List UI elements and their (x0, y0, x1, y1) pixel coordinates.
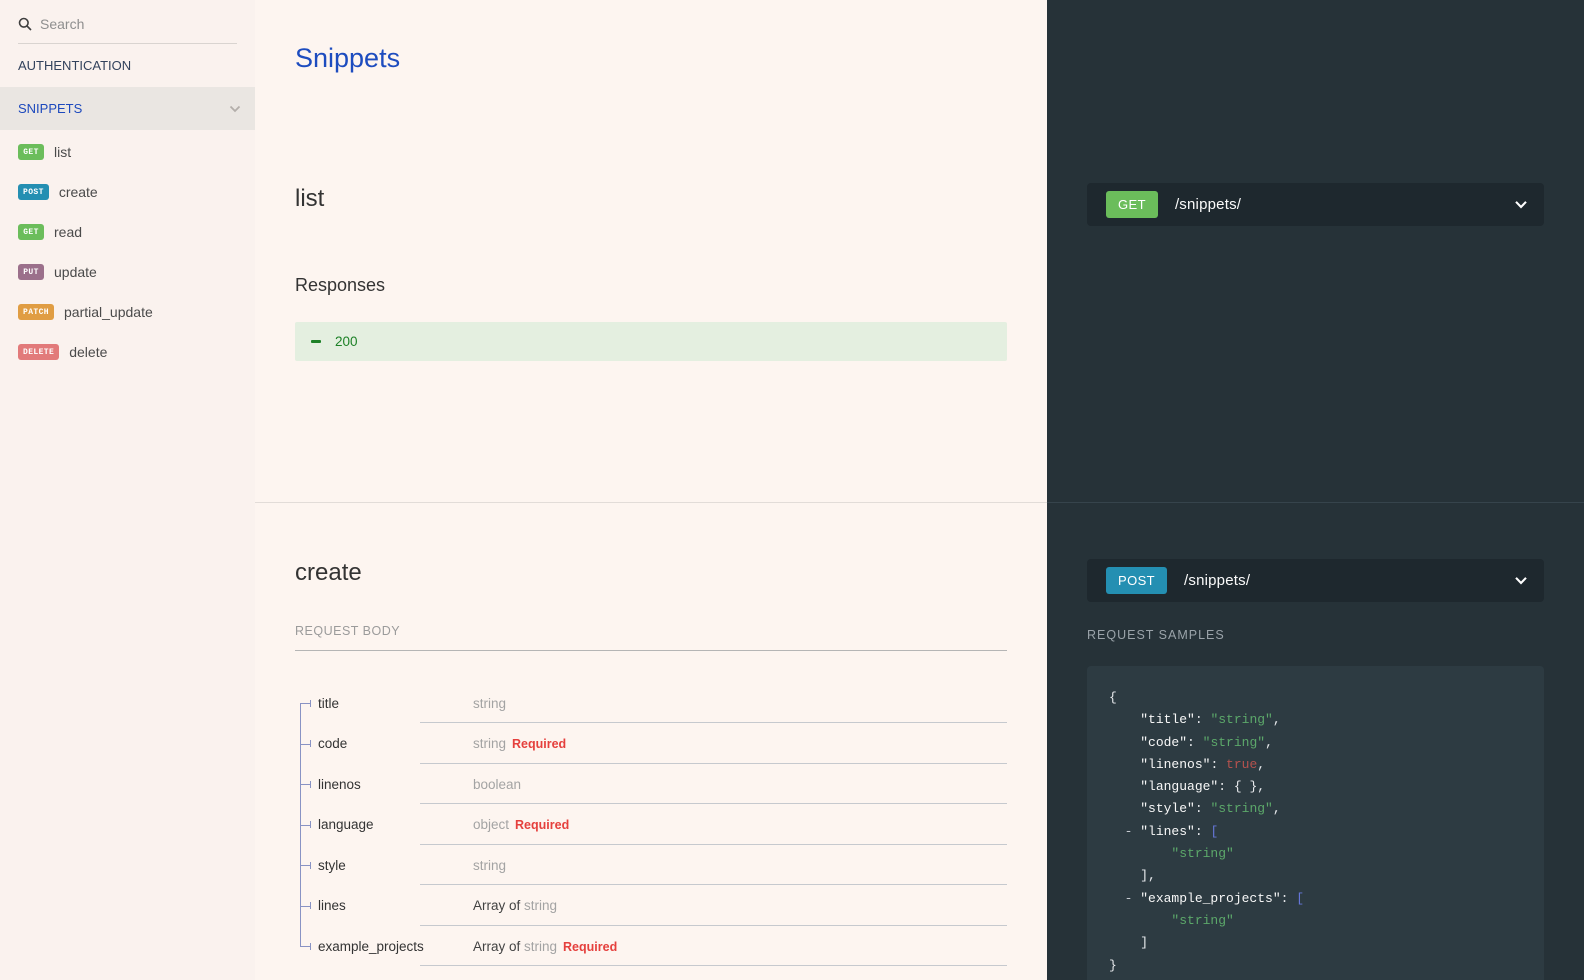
row-divider (420, 722, 1007, 724)
method-badge: GET (18, 224, 44, 240)
sidebar-operation-item[interactable]: POST create (0, 172, 255, 212)
operation-label: create (58, 184, 98, 200)
sidebar: AUTHENTICATION SNIPPETS GET list POST cr… (0, 0, 255, 980)
operation-label: read (54, 224, 83, 240)
response-200-toggle[interactable]: 200 (295, 321, 1007, 361)
request-sample-code[interactable]: { "title": "string", "code": "string", "… (1087, 666, 1544, 980)
sidebar-item-snippets[interactable]: SNIPPETS (0, 87, 255, 130)
post-endpoint-bar[interactable]: POST /snippets/ (1087, 559, 1544, 602)
field-name: example_projects (318, 938, 424, 954)
right-panel-create-section: POST /snippets/ REQUEST SAMPLES { "title… (1047, 503, 1584, 980)
responses-heading: Responses (295, 275, 386, 296)
method-badge: PATCH (18, 304, 55, 320)
field-name: language (318, 817, 374, 833)
sidebar-nav: AUTHENTICATION SNIPPETS GET list POST cr… (0, 44, 255, 372)
required-flag: Required (563, 939, 618, 954)
endpoint-path: /snippets/ (1184, 572, 1251, 589)
sidebar-item-label: SNIPPETS (18, 101, 83, 116)
right-panel-list-section: GET /snippets/ (1047, 0, 1584, 503)
page-title: Snippets (295, 43, 401, 73)
field-row[interactable]: title string (295, 683, 1007, 724)
required-flag: Required (515, 818, 570, 833)
search-input[interactable] (40, 16, 237, 32)
method-badge: DELETE (18, 344, 60, 360)
row-divider (420, 884, 1007, 886)
sidebar-item-label: AUTHENTICATION (18, 58, 132, 73)
row-divider (420, 762, 1007, 764)
field-row[interactable]: style string (295, 845, 1007, 886)
sidebar-operation-item[interactable]: PATCH partial_update (0, 292, 255, 332)
field-type: string Required (473, 736, 567, 752)
method-chip-get: GET (1106, 191, 1158, 218)
field-row[interactable]: code string Required (295, 723, 1007, 764)
chevron-down-icon (229, 105, 241, 112)
field-type: string (473, 695, 507, 711)
collapse-minus-icon (311, 339, 321, 343)
response-code: 200 (335, 333, 358, 349)
field-name: style (318, 857, 346, 873)
operation-label: update (54, 264, 97, 280)
method-badge: GET (18, 144, 44, 160)
field-row[interactable]: language object Required (295, 804, 1007, 845)
field-row[interactable]: linenos boolean (295, 764, 1007, 805)
endpoint-path: /snippets/ (1174, 196, 1242, 213)
row-divider (420, 843, 1007, 845)
field-name: linenos (318, 776, 361, 792)
search-icon (18, 17, 32, 31)
field-name: lines (318, 898, 346, 914)
method-badge: POST (18, 184, 49, 200)
field-type: Array of string Required (473, 938, 618, 954)
main-content: Snippets list Responses 200 create REQUE… (255, 0, 1047, 980)
operation-title-create: create (295, 559, 362, 586)
search-box[interactable] (18, 0, 237, 44)
operation-title-list: list (295, 185, 325, 213)
row-divider (420, 803, 1007, 805)
operation-label: partial_update (64, 304, 153, 320)
request-body-fields: title string code string Required linenos… (295, 683, 1007, 967)
list-operation-section: Snippets list Responses 200 (255, 0, 1047, 503)
chevron-down-icon (1515, 577, 1527, 585)
field-type: Array of string (473, 898, 558, 914)
field-name: title (318, 695, 340, 711)
field-type: string (473, 857, 507, 873)
method-chip-post: POST (1106, 567, 1167, 594)
chevron-down-icon (1515, 201, 1527, 209)
sidebar-operation-item[interactable]: GET list (0, 132, 255, 172)
row-divider (420, 924, 1007, 926)
create-operation-section: create REQUEST BODY title string code st… (255, 503, 1047, 967)
request-body-label: REQUEST BODY (295, 624, 1007, 651)
sidebar-operation-list: GET list POST create GET read PUT update… (0, 132, 255, 372)
row-divider (420, 965, 1007, 967)
get-endpoint-bar[interactable]: GET /snippets/ (1087, 183, 1544, 226)
operation-label: list (54, 144, 72, 160)
sidebar-operation-item[interactable]: GET read (0, 212, 255, 252)
request-samples-label: REQUEST SAMPLES (1087, 628, 1225, 642)
field-type: object Required (473, 817, 570, 833)
right-panel: GET /snippets/ POST /snippets/ REQUEST S… (1047, 0, 1584, 980)
field-name: code (318, 736, 348, 752)
sidebar-item-authentication[interactable]: AUTHENTICATION (0, 44, 255, 87)
field-type: boolean (473, 776, 522, 792)
method-badge: PUT (18, 264, 44, 280)
field-row[interactable]: lines Array of string (295, 885, 1007, 926)
operation-label: delete (69, 344, 108, 360)
required-flag: Required (512, 737, 567, 752)
sidebar-operation-item[interactable]: DELETE delete (0, 332, 255, 372)
sidebar-operation-item[interactable]: PUT update (0, 252, 255, 292)
field-row[interactable]: example_projects Array of string Required (295, 926, 1007, 967)
